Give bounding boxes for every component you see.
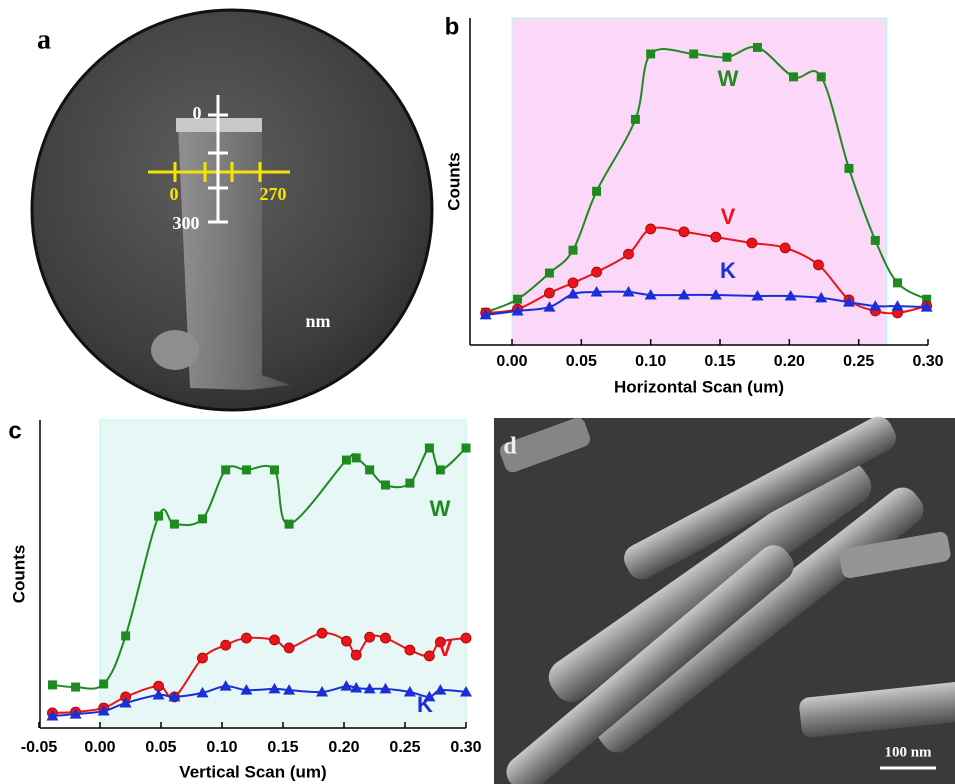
marker (631, 115, 640, 124)
x-tick-label: 0.10 (206, 739, 237, 756)
x-tick-label: 0.15 (704, 353, 735, 370)
marker (789, 72, 798, 81)
marker (241, 633, 251, 643)
marker (424, 651, 434, 661)
series-label: V (721, 204, 736, 229)
marker (646, 224, 656, 234)
scale-label: 270 (260, 184, 287, 204)
marker (623, 249, 633, 259)
scale-label: 0 (170, 184, 179, 204)
scale-bar-label: 100 nm (884, 744, 932, 760)
marker (722, 53, 731, 62)
marker (285, 520, 294, 529)
highlight-region (100, 420, 466, 728)
marker (813, 260, 823, 270)
x-tick-label: 0.20 (328, 739, 359, 756)
x-tick-label: 0.05 (566, 353, 597, 370)
panel-label: b (445, 13, 460, 40)
x-tick-label: 0.15 (267, 739, 298, 756)
marker (284, 643, 294, 653)
panel-d: d 100 nm (494, 412, 955, 784)
marker (405, 645, 415, 655)
marker (221, 465, 230, 474)
x-tick-label: 0.10 (635, 353, 666, 370)
particle (151, 330, 199, 370)
x-tick-label: 0.25 (843, 353, 874, 370)
marker (269, 635, 279, 645)
panel-label: a (37, 24, 51, 55)
marker (71, 683, 80, 692)
marker (121, 631, 130, 640)
series-label: K (417, 692, 433, 717)
marker (689, 49, 698, 58)
series-label: K (720, 258, 736, 283)
scale-label: 300 (173, 213, 200, 233)
panel-label: c (8, 417, 21, 444)
marker (568, 278, 578, 288)
marker (351, 650, 361, 660)
series-label: V (438, 636, 453, 661)
marker (242, 465, 251, 474)
marker (342, 456, 351, 465)
x-tick-label: 0.30 (450, 739, 481, 756)
x-tick-label: 0.00 (496, 353, 527, 370)
panel-a: a 0 300 0 270 nm (32, 10, 432, 410)
marker (341, 636, 351, 646)
y-axis-label: Counts (444, 152, 463, 211)
marker (425, 444, 434, 453)
scale-label: 0 (193, 103, 202, 123)
marker (197, 653, 207, 663)
x-tick-label: -0.05 (21, 739, 58, 756)
x-tick-label: 0.30 (912, 353, 943, 370)
marker (154, 512, 163, 521)
x-tick-label: 0.20 (774, 353, 805, 370)
marker (679, 227, 689, 237)
x-axis-label: Horizontal Scan (um) (614, 377, 784, 396)
marker (198, 514, 207, 523)
marker (844, 164, 853, 173)
marker (270, 465, 279, 474)
marker (545, 269, 554, 278)
series-label: W (718, 66, 739, 91)
marker (380, 633, 390, 643)
marker (317, 628, 327, 638)
chart: -0.05 0.00 0.05 0.10 0.15 0.20 0.25 0.30 Vertica… (8, 417, 481, 781)
marker (569, 246, 578, 255)
series-label: W (430, 496, 451, 521)
marker (461, 633, 471, 643)
x-tick-label: 0.25 (389, 739, 420, 756)
marker (544, 288, 554, 298)
marker (48, 680, 57, 689)
panel-label: d (503, 434, 517, 460)
x-tick-label: 0.05 (145, 739, 176, 756)
marker (513, 295, 522, 304)
x-tick-label: 0.00 (84, 739, 115, 756)
marker (170, 520, 179, 529)
marker (592, 187, 601, 196)
page: {"chart_data": [ {"type": "line", "panel… (0, 0, 955, 784)
x-axis-label: Vertical Scan (um) (179, 762, 326, 781)
marker (817, 72, 826, 81)
marker (780, 243, 790, 253)
y-axis-label: Counts (9, 545, 28, 604)
marker (365, 465, 374, 474)
marker (405, 479, 414, 488)
marker (871, 236, 880, 245)
chart: 0.00 0.05 0.10 0.15 0.20 0.25 0.30 Horizontal S… (444, 13, 943, 396)
marker (221, 640, 231, 650)
unit-label: nm (305, 311, 330, 331)
marker (747, 238, 757, 248)
marker (381, 480, 390, 489)
marker (436, 465, 445, 474)
marker (99, 679, 108, 688)
marker (352, 453, 361, 462)
figure: a 0 300 0 270 nm d 100 nm 0.000.050.100.… (0, 0, 955, 784)
marker (592, 267, 602, 277)
marker (646, 49, 655, 58)
marker (365, 632, 375, 642)
marker (711, 232, 721, 242)
marker (893, 278, 902, 287)
marker (462, 444, 471, 453)
marker (753, 43, 762, 52)
